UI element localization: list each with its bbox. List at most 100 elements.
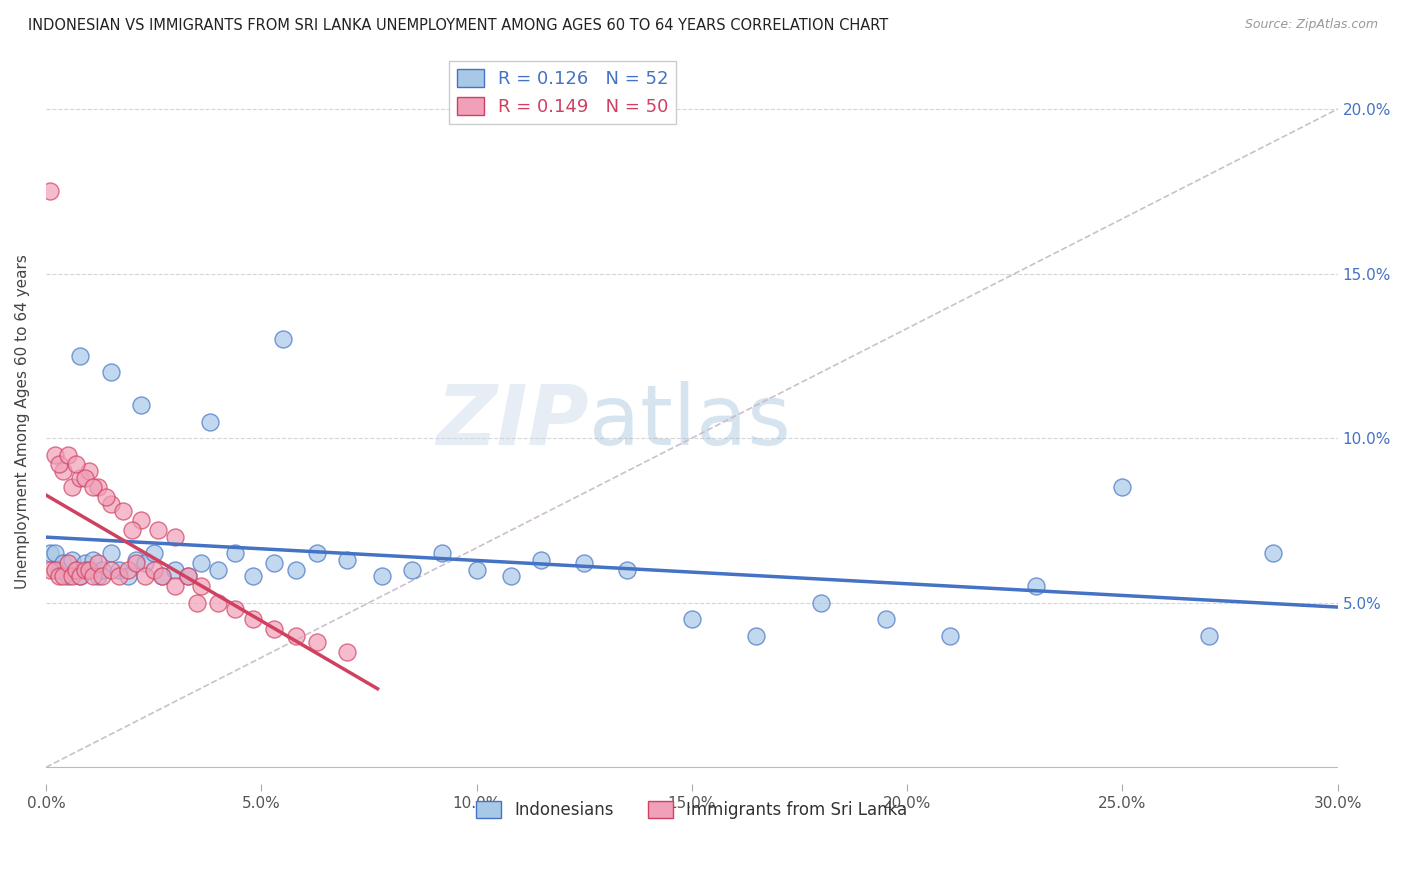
Point (207, 596, 229, 610)
Point (65, 563, 87, 577)
Point (86, 481, 108, 495)
Point (69, 569, 91, 583)
Point (65, 458, 87, 472)
Point (73, 556, 96, 570)
Point (77, 563, 100, 577)
Point (336, 645, 359, 659)
Point (1263, 546, 1285, 560)
Point (810, 596, 832, 610)
Point (146, 523, 169, 537)
Point (117, 563, 139, 577)
Point (60, 553, 83, 567)
Point (142, 563, 165, 577)
Point (96, 491, 118, 505)
Point (616, 563, 638, 577)
Point (207, 563, 229, 577)
Point (73, 563, 96, 577)
Point (69, 470, 91, 484)
Point (91, 563, 114, 577)
Point (48, 563, 70, 577)
Point (465, 563, 488, 577)
Point (65, 563, 87, 577)
Text: INDONESIAN VS IMMIGRANTS FROM SRI LANKA UNEMPLOYMENT AMONG AGES 60 TO 64 YEARS C: INDONESIAN VS IMMIGRANTS FROM SRI LANKA … (28, 18, 889, 33)
Point (100, 563, 122, 577)
Point (401, 563, 423, 577)
Point (52, 556, 75, 570)
Text: atlas: atlas (589, 381, 790, 462)
Point (499, 569, 522, 583)
Point (134, 569, 156, 583)
Point (48, 458, 70, 472)
Point (117, 569, 139, 583)
Legend: Indonesians, Immigrants from Sri Lanka: Indonesians, Immigrants from Sri Lanka (470, 795, 914, 826)
Point (198, 415, 221, 429)
Point (73, 470, 96, 484)
Point (108, 563, 131, 577)
Point (44, 546, 66, 560)
Point (100, 546, 122, 560)
Point (56, 556, 79, 570)
Point (307, 546, 329, 560)
Point (224, 602, 246, 616)
Point (60, 481, 83, 495)
Point (939, 629, 962, 643)
Point (112, 503, 135, 517)
Point (336, 553, 359, 567)
Point (39, 184, 62, 198)
Point (263, 556, 285, 570)
Point (82, 481, 104, 495)
Point (129, 398, 152, 412)
Point (165, 579, 187, 593)
Point (263, 622, 285, 636)
Point (82, 569, 104, 583)
Point (242, 569, 264, 583)
Point (150, 569, 173, 583)
Point (39, 563, 62, 577)
Point (44, 448, 66, 462)
Point (681, 612, 703, 626)
Point (177, 569, 200, 583)
Point (108, 569, 131, 583)
Point (745, 629, 768, 643)
Point (165, 563, 187, 577)
Point (142, 546, 165, 560)
Point (574, 556, 596, 570)
Point (77, 464, 100, 478)
Point (60, 569, 83, 583)
Point (56, 448, 79, 462)
Point (48, 569, 70, 583)
Point (82, 553, 104, 567)
Point (86, 556, 108, 570)
Point (271, 332, 294, 346)
Point (190, 579, 212, 593)
Point (875, 612, 897, 626)
Point (91, 569, 114, 583)
Point (56, 569, 79, 583)
Point (1025, 579, 1047, 593)
Point (190, 556, 212, 570)
Point (100, 365, 122, 379)
Point (284, 563, 307, 577)
Point (121, 523, 143, 537)
Text: ZIP: ZIP (436, 381, 589, 462)
Point (125, 556, 148, 570)
Point (39, 546, 62, 560)
Text: Source: ZipAtlas.com: Source: ZipAtlas.com (1244, 18, 1378, 31)
Point (177, 569, 200, 583)
Point (52, 569, 75, 583)
Point (69, 349, 91, 363)
Point (125, 553, 148, 567)
Point (69, 569, 91, 583)
Point (100, 497, 122, 511)
Point (1111, 481, 1133, 495)
Point (150, 569, 173, 583)
Point (134, 556, 156, 570)
Point (52, 464, 75, 478)
Point (530, 553, 553, 567)
Point (44, 563, 66, 577)
Point (1198, 629, 1220, 643)
Point (224, 546, 246, 560)
Y-axis label: Unemployment Among Ages 60 to 64 years: Unemployment Among Ages 60 to 64 years (15, 254, 30, 589)
Point (165, 530, 187, 544)
Point (430, 546, 453, 560)
